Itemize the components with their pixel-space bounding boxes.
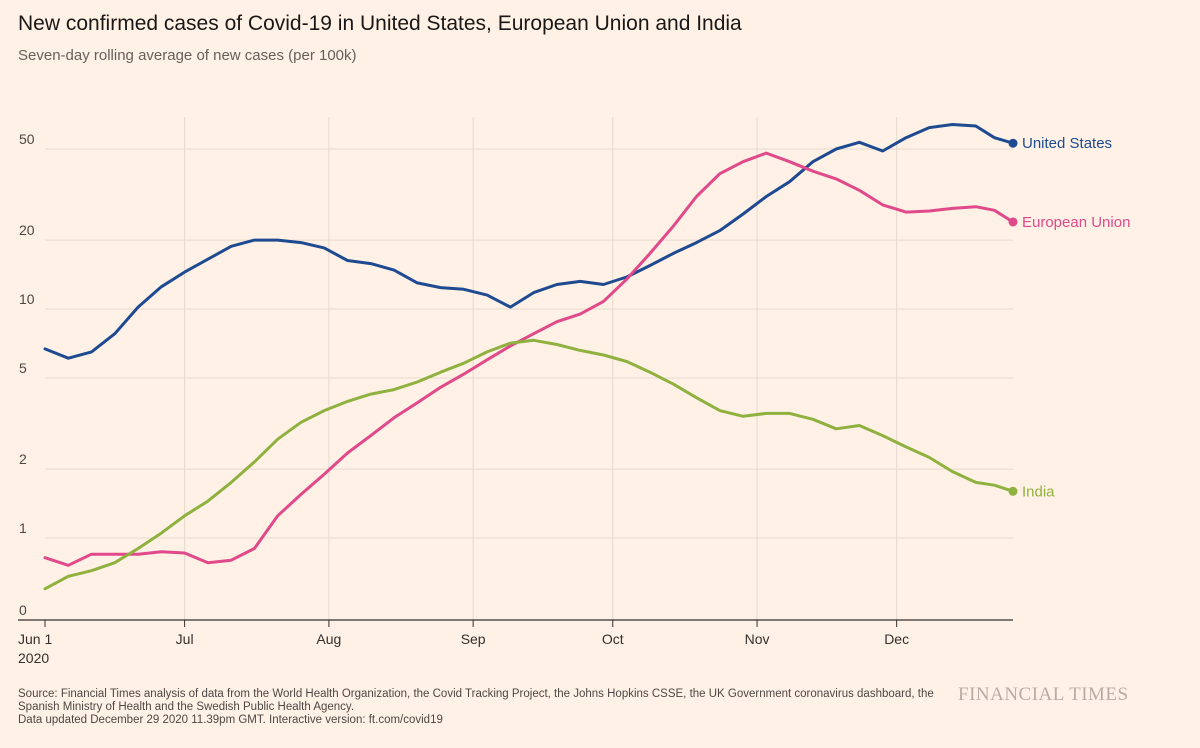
y-tick-label: 1 [19, 520, 27, 536]
end-label-india: India [1022, 483, 1055, 500]
end-marker-united-states [1008, 138, 1018, 148]
series-line-india [43, 338, 1015, 591]
y-tick-label: 10 [19, 291, 35, 307]
end-marker-european-union [1008, 217, 1018, 227]
x-tick-label: Nov [745, 631, 770, 647]
line-chart: 0 1 2 5 10 20 50 Jun 1 2020 Jul Aug Sep Oct Nov Dec Un… [18, 117, 1130, 666]
y-tick-label: 2 [19, 451, 27, 467]
x-tick-label: Sep [461, 631, 486, 647]
x-tick-sublabel: 2020 [18, 650, 49, 666]
y-tick-label: 0 [19, 602, 27, 618]
x-tick-label: Oct [602, 631, 624, 647]
data-updated-note: Data updated December 29 2020 11.39pm GM… [18, 714, 443, 726]
series-line-united-states [43, 123, 1015, 360]
x-tick-label: Jun 1 [18, 631, 52, 647]
x-tick-label: Dec [884, 631, 909, 647]
end-label-united-states: United States [1022, 135, 1112, 152]
grid-lines [45, 117, 1013, 620]
source-line-2: Spanish Ministry of Health and the Swedi… [18, 701, 355, 713]
end-labels: United States European Union India [1022, 135, 1130, 500]
source-line-1: Source: Financial Times analysis of data… [18, 688, 934, 700]
financial-times-logo: FINANCIAL TIMES [958, 684, 1129, 705]
series-line-european-union [43, 151, 1015, 567]
end-marker-india [1008, 486, 1018, 496]
y-tick-label: 5 [19, 360, 27, 376]
y-tick-label: 20 [19, 222, 35, 238]
x-tick-label: Aug [316, 631, 341, 647]
chart-subtitle: Seven-day rolling average of new cases (… [18, 47, 357, 64]
chart-title: New confirmed cases of Covid-19 in Unite… [18, 12, 742, 35]
source-note: Source: Financial Times analysis of data… [18, 688, 938, 727]
series-lines [43, 123, 1018, 591]
end-label-european-union: European Union [1022, 214, 1130, 231]
axes: 0 1 2 5 10 20 50 Jun 1 2020 Jul Aug Sep Oct Nov Dec [18, 131, 1013, 666]
y-tick-label: 50 [19, 131, 35, 147]
x-tick-label: Jul [176, 631, 194, 647]
